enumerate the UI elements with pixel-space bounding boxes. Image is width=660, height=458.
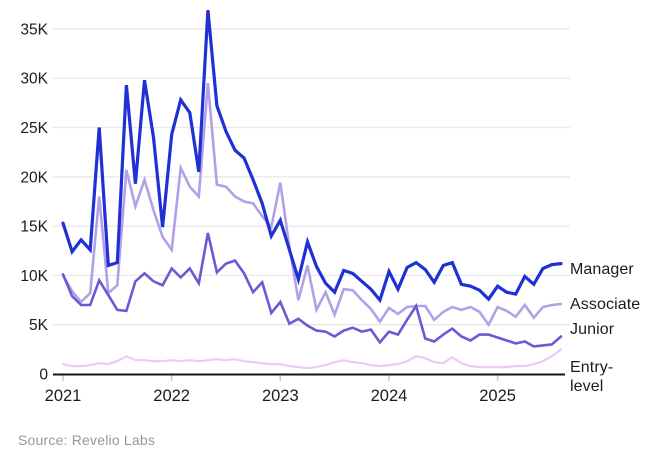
y-axis-tick-label: 20K (20, 169, 48, 186)
x-axis-tick-label: 2025 (479, 387, 516, 405)
x-axis-tick-label: 2024 (371, 387, 408, 405)
series-line-junior (61, 232, 563, 348)
source-attribution: Source: Revelio Labs (18, 432, 156, 448)
series-label-entry-level-line1: Entry- (570, 359, 614, 376)
y-axis-tick-label: 10K (20, 268, 48, 285)
x-axis-tick-label: 2022 (153, 387, 190, 405)
series-line-entry-level (61, 348, 563, 370)
series-label-entry-level-line2: level (570, 378, 604, 395)
x-axis-tick-label: 2021 (45, 387, 82, 405)
y-axis-tick-label: 15K (20, 219, 48, 236)
series-line-manager (61, 10, 563, 304)
series-label-manager: Manager (570, 261, 634, 278)
series-line-associate (61, 82, 563, 328)
series-label-junior: Junior (570, 321, 615, 338)
series-label-associate: Associate (570, 296, 641, 313)
y-axis-tick-label: 5K (29, 317, 49, 334)
y-axis-tick-label: 35K (20, 21, 48, 38)
y-axis-tick-label: 0 (39, 367, 48, 384)
y-axis-tick-label: 25K (20, 120, 48, 137)
y-axis-tick-label: 30K (20, 71, 48, 88)
x-axis-tick-label: 2023 (262, 387, 299, 405)
